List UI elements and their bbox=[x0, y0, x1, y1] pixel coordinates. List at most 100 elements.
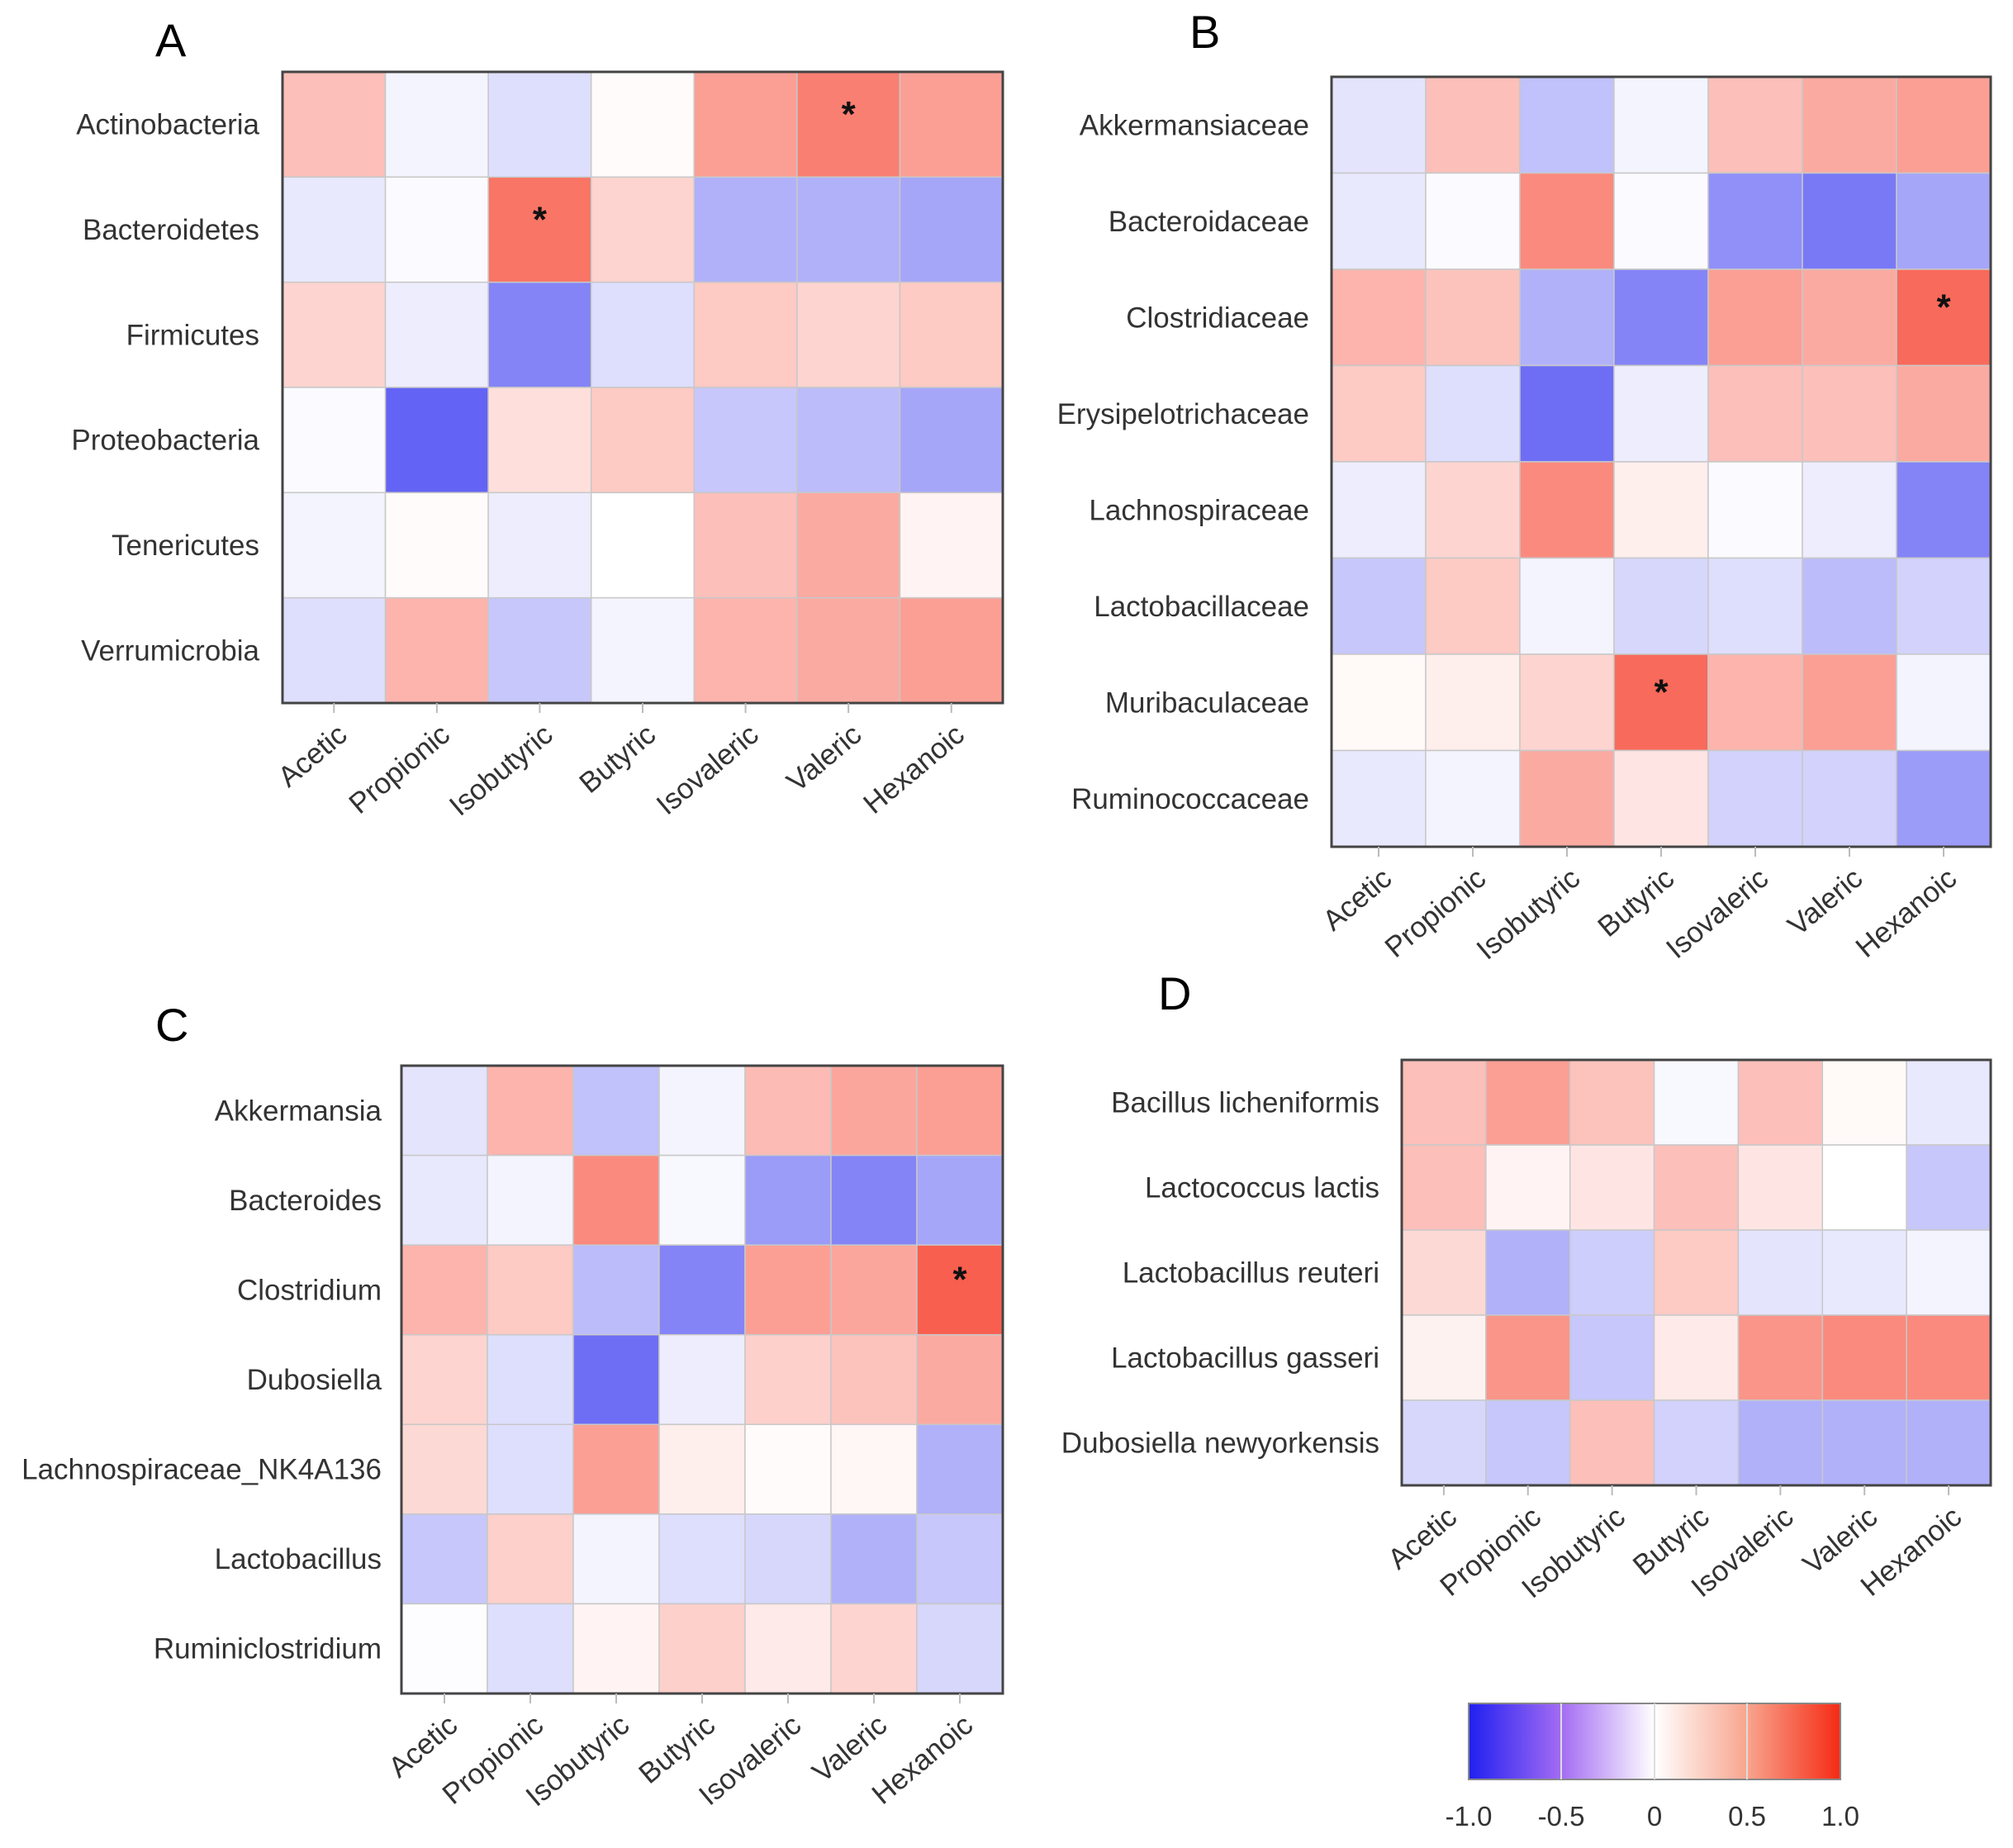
heatmap-cell bbox=[401, 1513, 488, 1605]
heatmap-cell bbox=[384, 71, 489, 178]
row-label: Actinobacteria bbox=[76, 109, 259, 141]
heatmap-cell bbox=[1707, 76, 1803, 174]
heatmap-cell bbox=[572, 1154, 660, 1246]
column-label: Propionic bbox=[1379, 862, 1492, 964]
heatmap-cell bbox=[590, 492, 696, 599]
heatmap-cell bbox=[1613, 557, 1709, 655]
heatmap-cell bbox=[899, 387, 1004, 494]
significance-star: * bbox=[533, 200, 548, 240]
heatmap-cell bbox=[1821, 1314, 1907, 1401]
heatmap-cell bbox=[572, 1423, 660, 1515]
heatmap-cell bbox=[1896, 653, 1992, 752]
heatmap-cell bbox=[1906, 1399, 1992, 1486]
heatmap-cell bbox=[916, 1603, 1004, 1694]
heatmap-cell bbox=[1401, 1314, 1487, 1401]
heatmap-cell bbox=[401, 1244, 488, 1336]
heatmap-cell bbox=[1613, 172, 1709, 270]
heatmap-cell bbox=[487, 1513, 574, 1605]
heatmap-cell bbox=[1401, 1059, 1487, 1146]
heatmap-cell bbox=[572, 1513, 660, 1605]
heatmap-cell bbox=[1896, 557, 1992, 655]
heatmap-cell bbox=[282, 71, 387, 178]
heatmap-cell bbox=[401, 1154, 488, 1246]
heatmap-cell bbox=[658, 1513, 746, 1605]
colorbar-legend: -1.0 -0.5 0 0.5 1.0 bbox=[1446, 1703, 1859, 1831]
heatmap-cell bbox=[1425, 557, 1521, 655]
row-label: Lactococcus lactis bbox=[1145, 1172, 1379, 1204]
heatmap-cell bbox=[1737, 1399, 1824, 1486]
heatmap-cell bbox=[1821, 1059, 1907, 1146]
row-label: Lachnospiraceae bbox=[1089, 494, 1309, 526]
heatmap-cell bbox=[590, 176, 696, 283]
heatmap-cell bbox=[487, 1154, 574, 1246]
heatmap-cell bbox=[1802, 749, 1897, 848]
row-label: Lactobacillus gasseri bbox=[1111, 1342, 1379, 1375]
heatmap-cell bbox=[1485, 1144, 1571, 1231]
heatmap-cell bbox=[693, 176, 798, 283]
colorbar-tick-label: 0.5 bbox=[1728, 1801, 1766, 1831]
heatmap-cell bbox=[572, 1603, 660, 1694]
heatmap-cell bbox=[1569, 1144, 1655, 1231]
row-label: Lactobacillaceae bbox=[1094, 591, 1309, 623]
column-label: Isovaleric bbox=[1660, 862, 1774, 965]
row-label: Bacillus licheniformis bbox=[1111, 1087, 1379, 1119]
heatmap-cell bbox=[1896, 461, 1992, 559]
heatmap-cell bbox=[658, 1603, 746, 1694]
heatmap-cell bbox=[1707, 461, 1803, 559]
heatmap-cell bbox=[1425, 461, 1521, 559]
heatmap-cell bbox=[899, 281, 1004, 388]
heatmap-cell bbox=[590, 281, 696, 388]
heatmap-cell bbox=[590, 387, 696, 494]
column-label: Hexanoic bbox=[857, 718, 971, 820]
heatmap-panel-a: A * * Actinobacteria Bacteroidetes Firmicutes… bbox=[71, 14, 1004, 822]
heatmap-cell bbox=[1737, 1229, 1824, 1316]
heatmap-cell bbox=[1519, 557, 1615, 655]
column-label: Butyric bbox=[573, 718, 662, 800]
heatmap-cell bbox=[487, 281, 592, 388]
column-label: Valeric bbox=[781, 718, 867, 798]
heatmap-cell bbox=[658, 1244, 746, 1336]
heatmap-cell bbox=[282, 387, 387, 494]
heatmap-cell bbox=[384, 596, 489, 704]
heatmap-cell bbox=[1613, 76, 1709, 174]
heatmap-cell bbox=[899, 492, 1004, 599]
heatmap-cell bbox=[1737, 1059, 1824, 1146]
heatmap-cell bbox=[1896, 364, 1992, 463]
heatmap-panels: A * * Actinobacteria Bacteroidetes Firmicutes… bbox=[21, 6, 1992, 1812]
heatmap-cell bbox=[1821, 1399, 1907, 1486]
panel-letter: A bbox=[155, 14, 187, 66]
heatmap-cell bbox=[916, 1065, 1004, 1157]
heatmap-cell bbox=[693, 281, 798, 388]
heatmap-cell bbox=[384, 387, 489, 494]
heatmap-cell bbox=[1613, 461, 1709, 559]
panel-letter: C bbox=[155, 999, 188, 1051]
row-label: Akkermansiaceae bbox=[1080, 109, 1309, 141]
heatmap-cell bbox=[830, 1244, 918, 1336]
heatmap-cell bbox=[899, 596, 1004, 704]
heatmap-cell bbox=[1519, 653, 1615, 752]
heatmap-cell bbox=[1707, 172, 1803, 270]
heatmap-cell bbox=[1519, 76, 1615, 174]
row-label: Bacteroidaceae bbox=[1109, 206, 1309, 238]
heatmap-cell bbox=[1331, 461, 1427, 559]
row-label: Erysipelotrichaceae bbox=[1057, 398, 1309, 430]
heatmap-cell bbox=[401, 1333, 488, 1426]
heatmap-cell bbox=[487, 492, 592, 599]
heatmap-cell bbox=[487, 176, 592, 283]
heatmap-cell bbox=[1519, 172, 1615, 270]
heatmap-cell bbox=[1519, 461, 1615, 559]
heatmap-cell bbox=[1485, 1229, 1571, 1316]
heatmap-cell bbox=[1653, 1144, 1740, 1231]
row-label: Clostridium bbox=[237, 1274, 382, 1306]
column-label: Isobutyric bbox=[1470, 862, 1586, 966]
heatmap-cell bbox=[1425, 749, 1521, 848]
heatmap-cell bbox=[744, 1333, 832, 1426]
heatmap-cell bbox=[796, 387, 901, 494]
heatmap-cell bbox=[916, 1333, 1004, 1426]
heatmap-cell bbox=[384, 176, 489, 283]
heatmap-cell bbox=[1821, 1144, 1907, 1231]
heatmap-cell bbox=[590, 596, 696, 704]
heatmap-cell bbox=[830, 1603, 918, 1694]
heatmap-cell bbox=[830, 1154, 918, 1246]
heatmap-cell bbox=[1707, 557, 1803, 655]
